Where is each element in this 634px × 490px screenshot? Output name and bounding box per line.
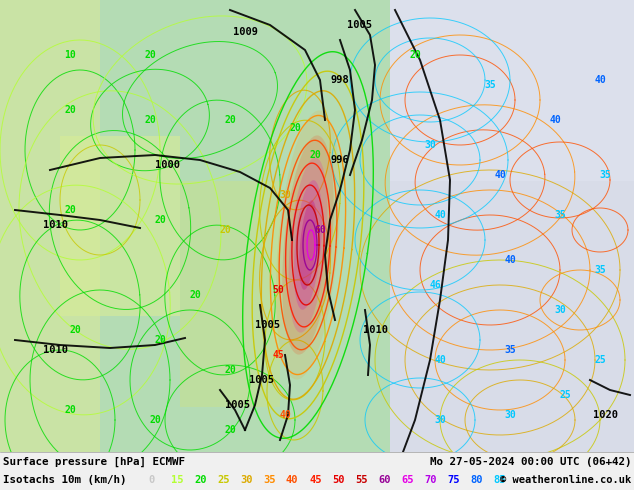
Text: 30: 30 [240,475,252,485]
Text: 20: 20 [224,365,236,375]
Text: 30: 30 [554,305,566,315]
Text: 20: 20 [224,115,236,125]
Text: 20: 20 [149,415,161,425]
FancyBboxPatch shape [0,452,634,490]
Text: 20: 20 [289,123,301,133]
Text: 40: 40 [286,475,299,485]
Text: 70: 70 [424,475,436,485]
Text: 35: 35 [554,210,566,220]
Text: 996: 996 [330,155,349,165]
Ellipse shape [288,157,328,333]
Text: 20: 20 [64,405,76,415]
Text: 1010: 1010 [42,345,67,355]
Text: 90: 90 [516,475,529,485]
Text: © weatheronline.co.uk: © weatheronline.co.uk [500,475,631,485]
Text: 20: 20 [189,290,201,300]
Text: 35: 35 [599,170,611,180]
Text: 1005: 1005 [256,320,280,330]
FancyBboxPatch shape [60,136,180,317]
Text: 30: 30 [504,410,516,420]
Text: 15: 15 [171,475,183,485]
Text: 50: 50 [332,475,344,485]
Text: 20: 20 [144,115,156,125]
Text: 40: 40 [594,75,606,85]
Text: 45: 45 [309,475,321,485]
Text: 40: 40 [549,115,561,125]
Text: 40: 40 [434,355,446,365]
Text: 1009: 1009 [233,27,257,37]
Text: 25: 25 [559,390,571,400]
Text: 20: 20 [409,50,421,60]
Text: 0: 0 [148,475,154,485]
Text: 35: 35 [504,345,516,355]
Text: 85: 85 [493,475,505,485]
FancyBboxPatch shape [180,181,280,407]
Text: 20: 20 [224,425,236,435]
Text: 35: 35 [484,80,496,90]
Text: 10: 10 [64,50,76,60]
Text: 1010: 1010 [363,325,387,335]
Text: 30: 30 [424,140,436,150]
Text: Surface pressure [hPa] ECMWF: Surface pressure [hPa] ECMWF [3,457,185,467]
Ellipse shape [276,110,340,380]
Text: 20: 20 [64,205,76,215]
Text: 20: 20 [69,325,81,335]
Text: 35: 35 [594,265,606,275]
Text: Mo 27-05-2024 00:00 UTC (06+42): Mo 27-05-2024 00:00 UTC (06+42) [429,457,631,467]
Text: 20: 20 [64,105,76,115]
Text: 20: 20 [154,335,166,345]
Text: 50: 50 [272,285,284,295]
Text: 1020: 1020 [593,410,618,420]
Text: 20: 20 [219,225,231,235]
Text: 45: 45 [272,350,284,360]
Text: 25: 25 [217,475,230,485]
Text: 80: 80 [470,475,482,485]
Text: 40: 40 [434,210,446,220]
Text: 25: 25 [594,355,606,365]
Text: 1005: 1005 [250,375,275,385]
Text: 998: 998 [330,75,349,85]
FancyBboxPatch shape [390,0,634,452]
Text: 1010: 1010 [42,220,67,230]
Text: 65: 65 [401,475,413,485]
Text: 55: 55 [355,475,368,485]
Ellipse shape [282,135,333,355]
FancyBboxPatch shape [390,0,634,181]
Text: 20: 20 [194,475,207,485]
Ellipse shape [294,180,322,310]
Text: 30: 30 [279,190,291,200]
Text: 1005: 1005 [347,20,373,30]
Text: 40: 40 [279,410,291,420]
Text: 60: 60 [378,475,391,485]
FancyBboxPatch shape [0,0,100,452]
Text: 46: 46 [429,280,441,290]
FancyBboxPatch shape [0,0,634,452]
Text: 35: 35 [263,475,276,485]
Text: Isotachs 10m (km/h): Isotachs 10m (km/h) [3,475,127,485]
Text: 20: 20 [154,215,166,225]
Text: 40: 40 [504,255,516,265]
Ellipse shape [299,200,317,290]
Text: 20: 20 [144,50,156,60]
Text: 60: 60 [314,225,326,235]
Text: 75: 75 [447,475,460,485]
Text: 1000: 1000 [155,160,181,170]
Text: 30: 30 [434,415,446,425]
Text: 1005: 1005 [226,400,250,410]
Text: 40: 40 [494,170,506,180]
Text: 20: 20 [309,150,321,160]
